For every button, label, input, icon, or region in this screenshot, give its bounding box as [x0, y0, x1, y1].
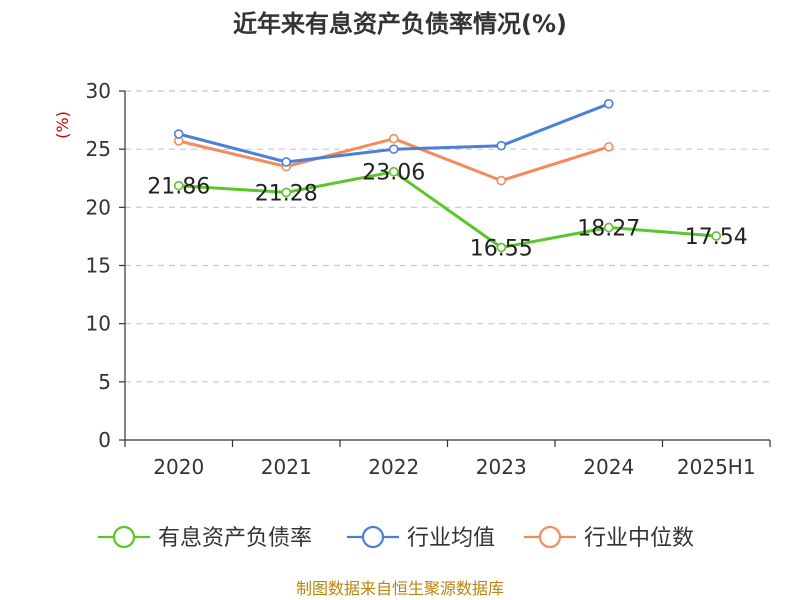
grid-lines [125, 90, 770, 383]
y-axis-unit: (%) [53, 111, 72, 139]
x-tick-label: 2025H1 [677, 455, 756, 479]
x-tick-label: 2020 [153, 455, 204, 479]
data-label: 23.06 [362, 161, 425, 186]
data-label: 17.54 [685, 225, 748, 250]
y-tick-label: 25 [86, 137, 111, 161]
legend-swatch-marker [112, 525, 136, 549]
data-label: 18.27 [577, 216, 640, 241]
data-point [388, 144, 399, 154]
legend: 有息资产负债率 行业均值 行业中位数 [98, 525, 694, 551]
series-group [173, 166, 722, 253]
data-point [173, 180, 184, 191]
data-point [388, 133, 399, 144]
y-tick-label: 10 [86, 312, 111, 336]
legend-label: 行业中位数 [584, 526, 694, 551]
x-tick-label: 2024 [583, 455, 634, 479]
data-point [388, 166, 399, 177]
data-label: 21.28 [255, 181, 318, 206]
chart-title: 近年来有息资产负债率情况(%) [233, 10, 567, 38]
data-point [496, 140, 507, 151]
y-tick-label: 5 [98, 370, 111, 394]
series-layer: 21.86 21.28 23.06 16.55 18.27 17.54 [147, 98, 748, 261]
y-tick-label: 30 [86, 79, 111, 103]
data-point [496, 175, 507, 186]
axes: 0 5 10 15 20 25 30 2020 2021 2022 2023 2024 2025H1 [86, 79, 771, 479]
data-point [603, 142, 614, 152]
series-group [173, 98, 614, 167]
data-point [173, 129, 184, 139]
data-point [711, 231, 722, 241]
y-tick-label: 20 [86, 195, 111, 219]
data-point [603, 98, 614, 109]
data-label: 21.86 [147, 175, 210, 200]
data-point [281, 187, 292, 198]
source-note: 制图数据来自恒生聚源数据库 [296, 579, 504, 598]
data-point [281, 157, 292, 167]
legend-label: 有息资产负债率 [158, 526, 312, 551]
data-label: 16.55 [470, 236, 533, 261]
x-tick-label: 2023 [476, 455, 527, 479]
y-tick-label: 15 [86, 254, 111, 278]
series-line [178, 170, 717, 249]
legend-label: 行业均值 [407, 526, 495, 551]
x-tick-label: 2021 [261, 455, 312, 479]
data-point [496, 242, 507, 253]
legend-swatch-marker [361, 525, 385, 549]
data-point [603, 222, 614, 233]
x-tick-label: 2022 [368, 455, 419, 479]
legend-swatch-marker [538, 525, 562, 549]
y-tick-label: 0 [98, 428, 111, 452]
